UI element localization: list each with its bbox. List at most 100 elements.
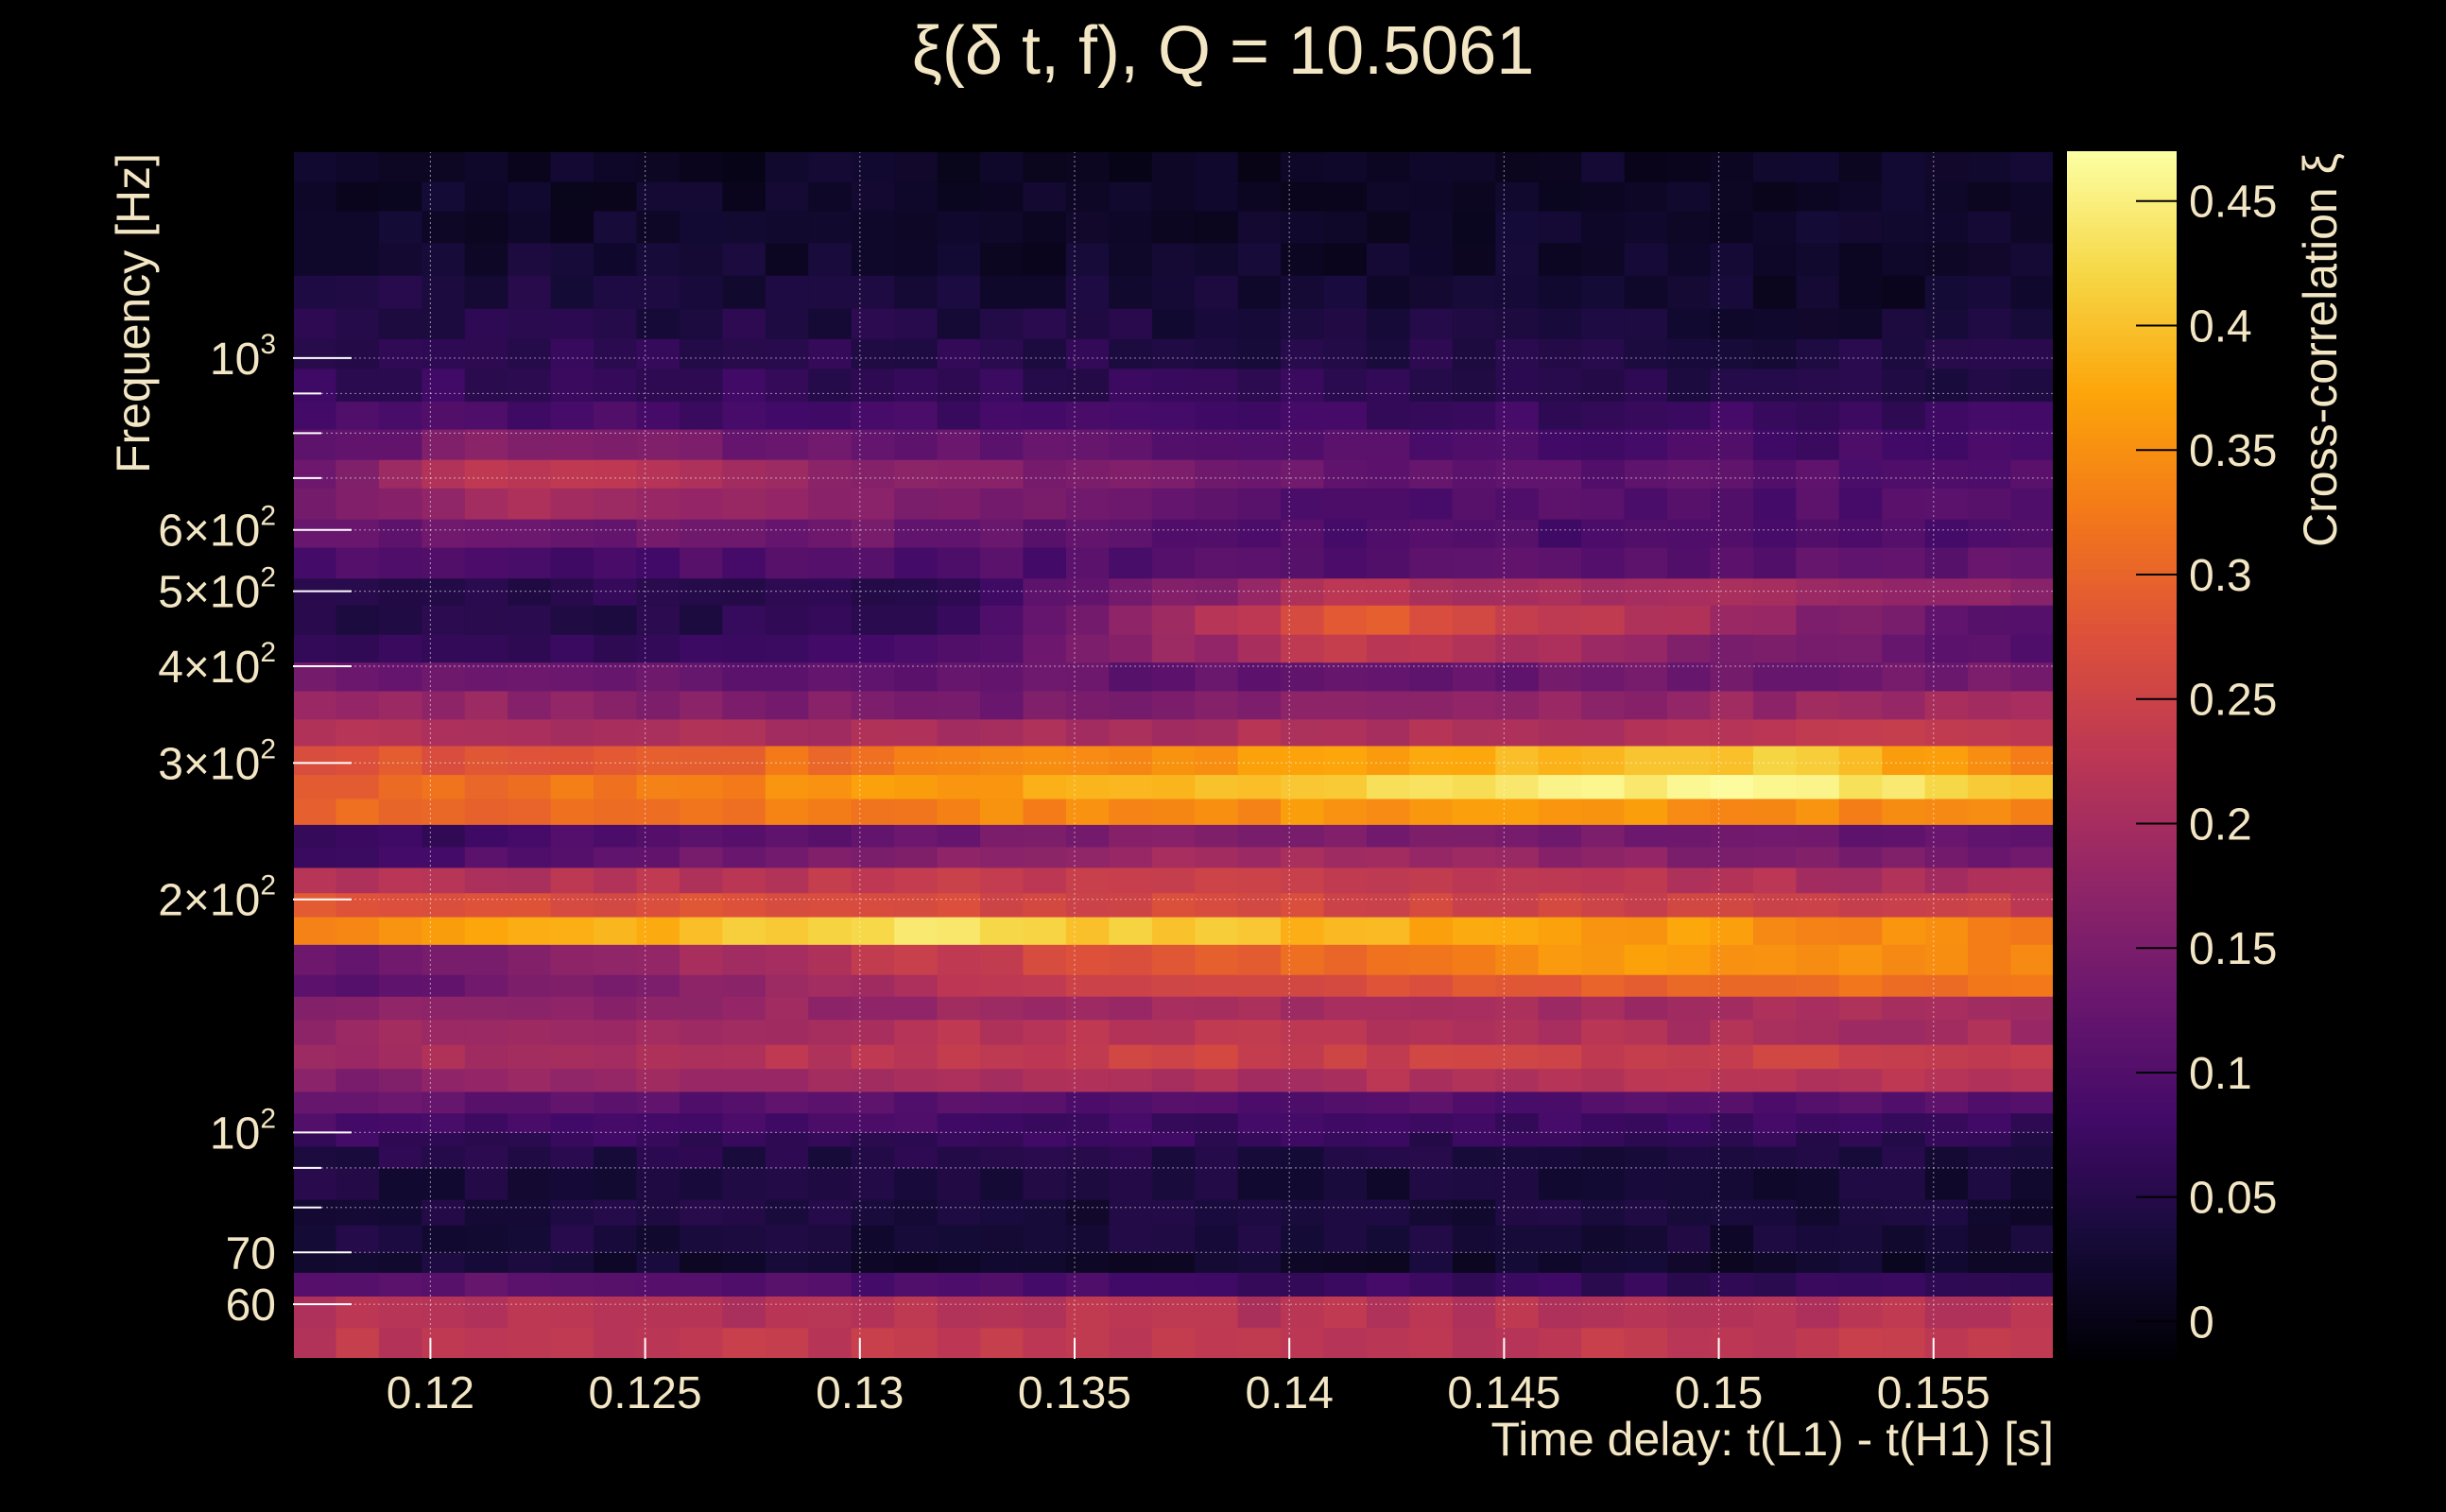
- heatmap-cell: [894, 210, 939, 244]
- colorbar-swatch: [2067, 755, 2177, 762]
- heatmap-cell: [636, 1044, 680, 1070]
- heatmap-cell: [1667, 308, 1712, 339]
- heatmap-cell: [464, 1252, 508, 1273]
- heatmap-cell: [508, 1091, 552, 1114]
- heatmap-cell: [594, 577, 638, 606]
- heatmap-cell: [508, 974, 552, 997]
- heatmap-cell: [508, 368, 552, 403]
- heatmap-cell: [1237, 1091, 1282, 1114]
- heatmap-cell: [722, 662, 767, 692]
- colorbar-swatch: [2067, 493, 2177, 500]
- heatmap-cell: [937, 181, 981, 212]
- heatmap-cell: [1409, 1019, 1454, 1045]
- heatmap-cell: [1323, 824, 1368, 848]
- heatmap-cell: [1924, 745, 1969, 776]
- heatmap-cell: [378, 824, 422, 848]
- heatmap-cell: [1023, 368, 1067, 403]
- heatmap-cell: [1667, 275, 1712, 309]
- heatmap-cell: [1624, 892, 1668, 918]
- heatmap-cell: [1667, 368, 1712, 403]
- heatmap-cell: [336, 1019, 380, 1045]
- heatmap-cell: [464, 181, 508, 212]
- heatmap-cell: [293, 1068, 337, 1092]
- heatmap-cell: [1195, 1167, 1239, 1200]
- heatmap-cell: [1581, 690, 1626, 720]
- heatmap-cell: [508, 546, 552, 579]
- heatmap-cell: [336, 338, 380, 369]
- heatmap-cell: [550, 577, 594, 606]
- heatmap-cell: [1538, 774, 1582, 799]
- heatmap-cell: [1023, 974, 1067, 997]
- heatmap-cell: [336, 428, 380, 460]
- colorbar-swatch: [2067, 1323, 2177, 1330]
- heatmap-cell: [1023, 338, 1067, 369]
- heatmap-cell: [894, 488, 939, 520]
- heatmap-cell: [1924, 1272, 1969, 1297]
- heatmap-cell: [980, 846, 1025, 868]
- heatmap-cell: [464, 1199, 508, 1226]
- heatmap-cell: [1281, 1252, 1325, 1273]
- heatmap-cell: [851, 1167, 895, 1200]
- heatmap-cell: [851, 1145, 895, 1169]
- heatmap-cell: [2010, 210, 2055, 244]
- heatmap-cell: [1151, 242, 1196, 276]
- heatmap-cell: [1968, 1145, 2012, 1169]
- heatmap-cell: [1667, 867, 1712, 894]
- heatmap-cell: [1838, 1327, 1883, 1360]
- heatmap-cell: [1796, 459, 1840, 489]
- heatmap-cell: [1538, 1327, 1582, 1360]
- heatmap-cell: [1581, 577, 1626, 606]
- heatmap-cell: [550, 996, 594, 1021]
- heatmap-cell: [1237, 459, 1282, 489]
- heatmap-cell: [1151, 275, 1196, 309]
- colorbar-tick-label: 0.4: [2189, 301, 2252, 352]
- heatmap-cell: [1752, 459, 1797, 489]
- heatmap-cell: [1882, 151, 1926, 182]
- heatmap-cell: [1323, 1252, 1368, 1273]
- heatmap-cell: [1409, 892, 1454, 918]
- colorbar-swatch: [2067, 1022, 2177, 1028]
- heatmap-cell: [765, 996, 809, 1021]
- colorbar-swatch: [2067, 1072, 2177, 1078]
- heatmap-cell: [937, 577, 981, 606]
- heatmap-cell: [1281, 774, 1325, 799]
- heatmap-cell: [378, 1199, 422, 1226]
- heatmap-cell: [293, 181, 337, 212]
- heatmap-cell: [1409, 338, 1454, 369]
- heatmap-cell: [1710, 1272, 1754, 1297]
- heatmap-cell: [1924, 151, 1969, 182]
- heatmap-cell: [1924, 1145, 1969, 1169]
- colorbar-swatch: [2067, 589, 2177, 595]
- colorbar-swatch: [2067, 1268, 2177, 1275]
- heatmap-cell: [1195, 974, 1239, 997]
- heatmap-cell: [851, 916, 895, 945]
- heatmap-cell: [808, 634, 853, 663]
- heatmap-cell: [1151, 577, 1196, 606]
- heatmap-cell: [1281, 1132, 1325, 1147]
- heatmap-cell: [1495, 1199, 1540, 1226]
- heatmap-cell: [1752, 974, 1797, 997]
- colorbar-swatch: [2067, 297, 2177, 303]
- heatmap-cell: [1323, 546, 1368, 579]
- heatmap-cell: [293, 488, 337, 520]
- colorbar-swatch: [2067, 1318, 2177, 1325]
- heatmap-cell: [636, 846, 680, 868]
- heatmap-cell: [1237, 718, 1282, 747]
- heatmap-cell: [1581, 242, 1626, 276]
- heatmap-cell: [765, 824, 809, 848]
- heatmap-cell: [1109, 718, 1153, 747]
- heatmap-cell: [1667, 1296, 1712, 1329]
- heatmap-cell: [1710, 745, 1754, 776]
- heatmap-cell: [765, 242, 809, 276]
- heatmap-cell: [679, 428, 723, 460]
- heatmap-cell: [293, 546, 337, 579]
- heatmap-cell: [1023, 892, 1067, 918]
- heatmap-cell: [1838, 634, 1883, 663]
- heatmap-cell: [1323, 867, 1368, 894]
- heatmap-cell: [1323, 974, 1368, 997]
- colorbar-swatch: [2067, 628, 2177, 635]
- heatmap-cell: [422, 401, 466, 430]
- colorbar-swatch: [2067, 563, 2177, 570]
- heatmap-cell: [679, 974, 723, 997]
- heatmap-cell: [336, 690, 380, 720]
